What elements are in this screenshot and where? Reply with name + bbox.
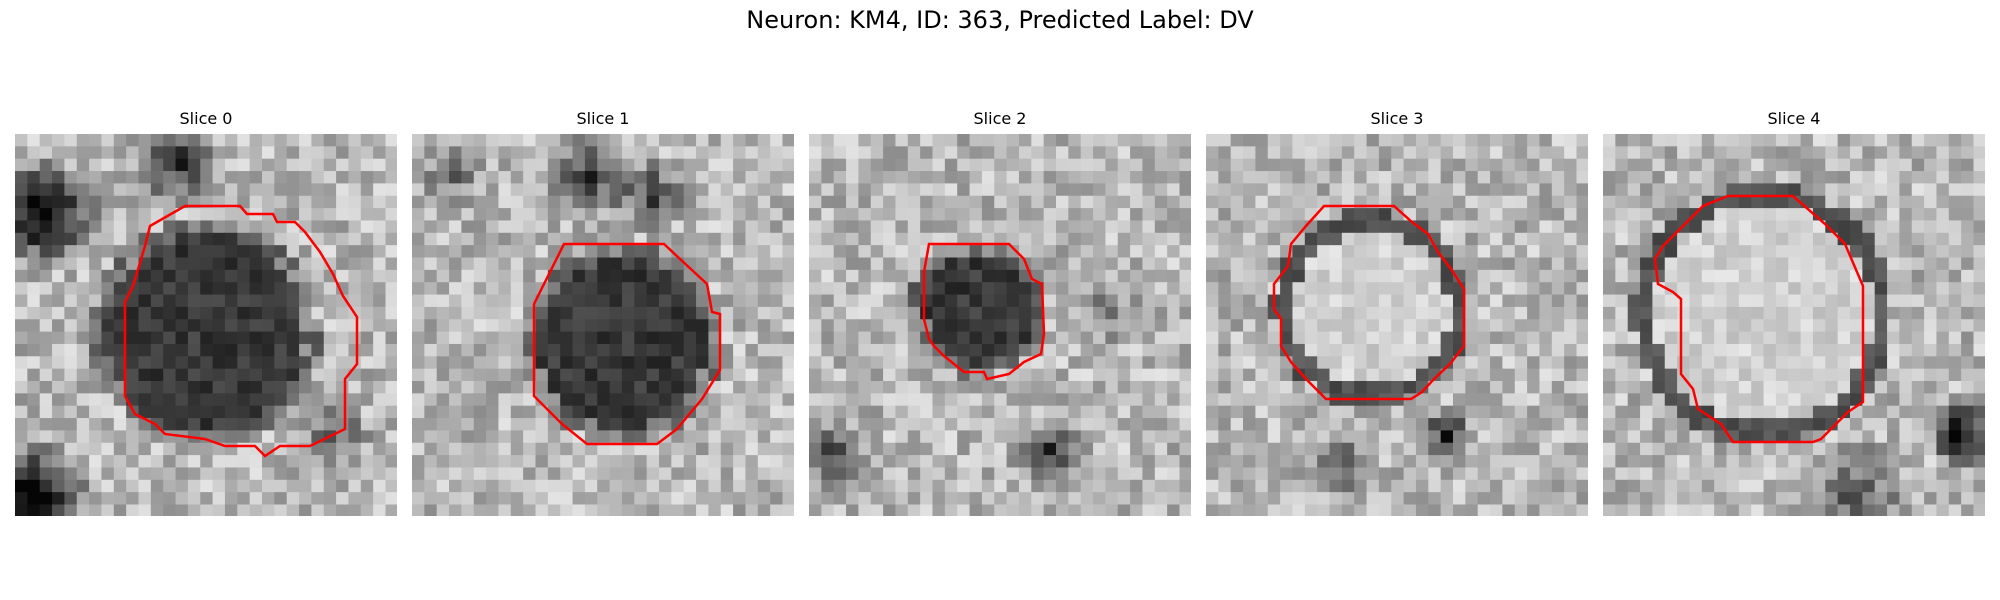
- slice-noise-1: [412, 134, 794, 516]
- slice-noise-4: [1603, 134, 1985, 516]
- slice-image-4: [1603, 134, 1985, 516]
- roi-outline-2: [922, 242, 1046, 381]
- slice-title-4: Slice 4: [1767, 109, 1821, 128]
- slice-noise-3: [1206, 134, 1588, 516]
- slice-title-0: Slice 0: [179, 109, 233, 128]
- slice-image-3: [1206, 134, 1588, 516]
- roi-outline-0: [123, 204, 359, 458]
- slice-panel-4: Slice 4: [1603, 108, 1985, 524]
- slice-noise-0: [15, 134, 397, 516]
- slice-image-1: [412, 134, 794, 516]
- slice-image-0: [15, 134, 397, 516]
- slice-panel-1: Slice 1: [412, 108, 794, 524]
- roi-outline-4: [1653, 194, 1865, 444]
- slice-title-2: Slice 2: [973, 109, 1027, 128]
- slice-panel-3: Slice 3: [1206, 108, 1588, 524]
- slice-title-3: Slice 3: [1370, 109, 1424, 128]
- figure-title: Neuron: KM4, ID: 363, Predicted Label: D…: [746, 6, 1254, 34]
- roi-outline-1: [532, 242, 722, 446]
- roi-outline-3: [1272, 204, 1466, 401]
- slice-title-1: Slice 1: [576, 109, 630, 128]
- slice-image-2: [809, 134, 1191, 516]
- slice-panel-0: Slice 0: [15, 108, 397, 524]
- slice-panel-2: Slice 2: [809, 108, 1191, 524]
- slice-noise-2: [809, 134, 1191, 516]
